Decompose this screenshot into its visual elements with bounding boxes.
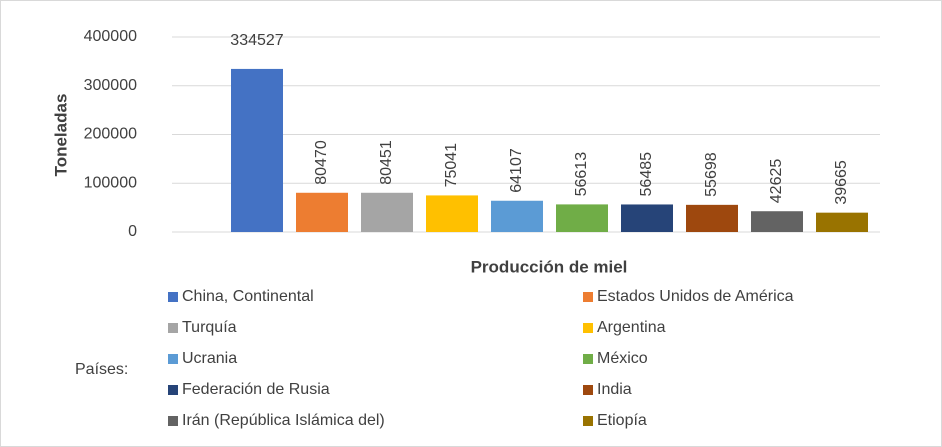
bar (426, 195, 478, 232)
data-label: 64107 (508, 148, 525, 193)
legend-label: Ucrania (182, 350, 237, 367)
legend-swatch (168, 385, 178, 395)
legend-swatch (583, 292, 593, 302)
bar (231, 68, 283, 232)
data-label: 75041 (443, 143, 460, 188)
y-tick-label: 400000 (84, 28, 137, 45)
data-label: 42625 (768, 159, 785, 204)
data-label: 334527 (230, 32, 283, 49)
legend-label: Irán (República Islámica del) (182, 412, 385, 429)
y-tick-label: 200000 (84, 126, 137, 143)
legend-swatch (583, 416, 593, 426)
data-label: 80451 (378, 140, 395, 185)
data-label: 39665 (833, 160, 850, 205)
legend-swatch (583, 323, 593, 333)
legend-swatch (168, 416, 178, 426)
data-label: 56485 (638, 152, 655, 197)
bar (361, 192, 413, 232)
legend-swatch (168, 354, 178, 364)
bar (816, 212, 868, 232)
legend-swatch (168, 323, 178, 333)
legend-label: Argentina (597, 319, 666, 336)
legend-label: México (597, 350, 648, 367)
y-tick-label: 0 (128, 223, 137, 240)
legend-label: Turquía (182, 319, 237, 336)
legend-label: China, Continental (182, 288, 314, 305)
y-axis-title: Toneladas (51, 94, 70, 177)
legend-label: Etiopía (597, 412, 647, 429)
data-label: 55698 (703, 152, 720, 197)
bar (491, 200, 543, 232)
bar (751, 211, 803, 232)
bar (556, 204, 608, 232)
data-label: 80470 (313, 140, 330, 185)
legend-label: India (597, 381, 632, 398)
bar (621, 204, 673, 232)
x-category-label: Producción de miel (471, 257, 628, 276)
data-label: 56613 (573, 152, 590, 197)
legend-swatch (168, 292, 178, 302)
y-tick-label: 300000 (84, 77, 137, 94)
bar (296, 192, 348, 232)
legend-label: Estados Unidos de América (597, 288, 794, 305)
legend-label: Federación de Rusia (182, 381, 330, 398)
legend-swatch (583, 354, 593, 364)
legend-swatch (583, 385, 593, 395)
bar (686, 204, 738, 232)
y-tick-label: 100000 (84, 174, 137, 191)
legend-title: Países: (75, 361, 128, 378)
